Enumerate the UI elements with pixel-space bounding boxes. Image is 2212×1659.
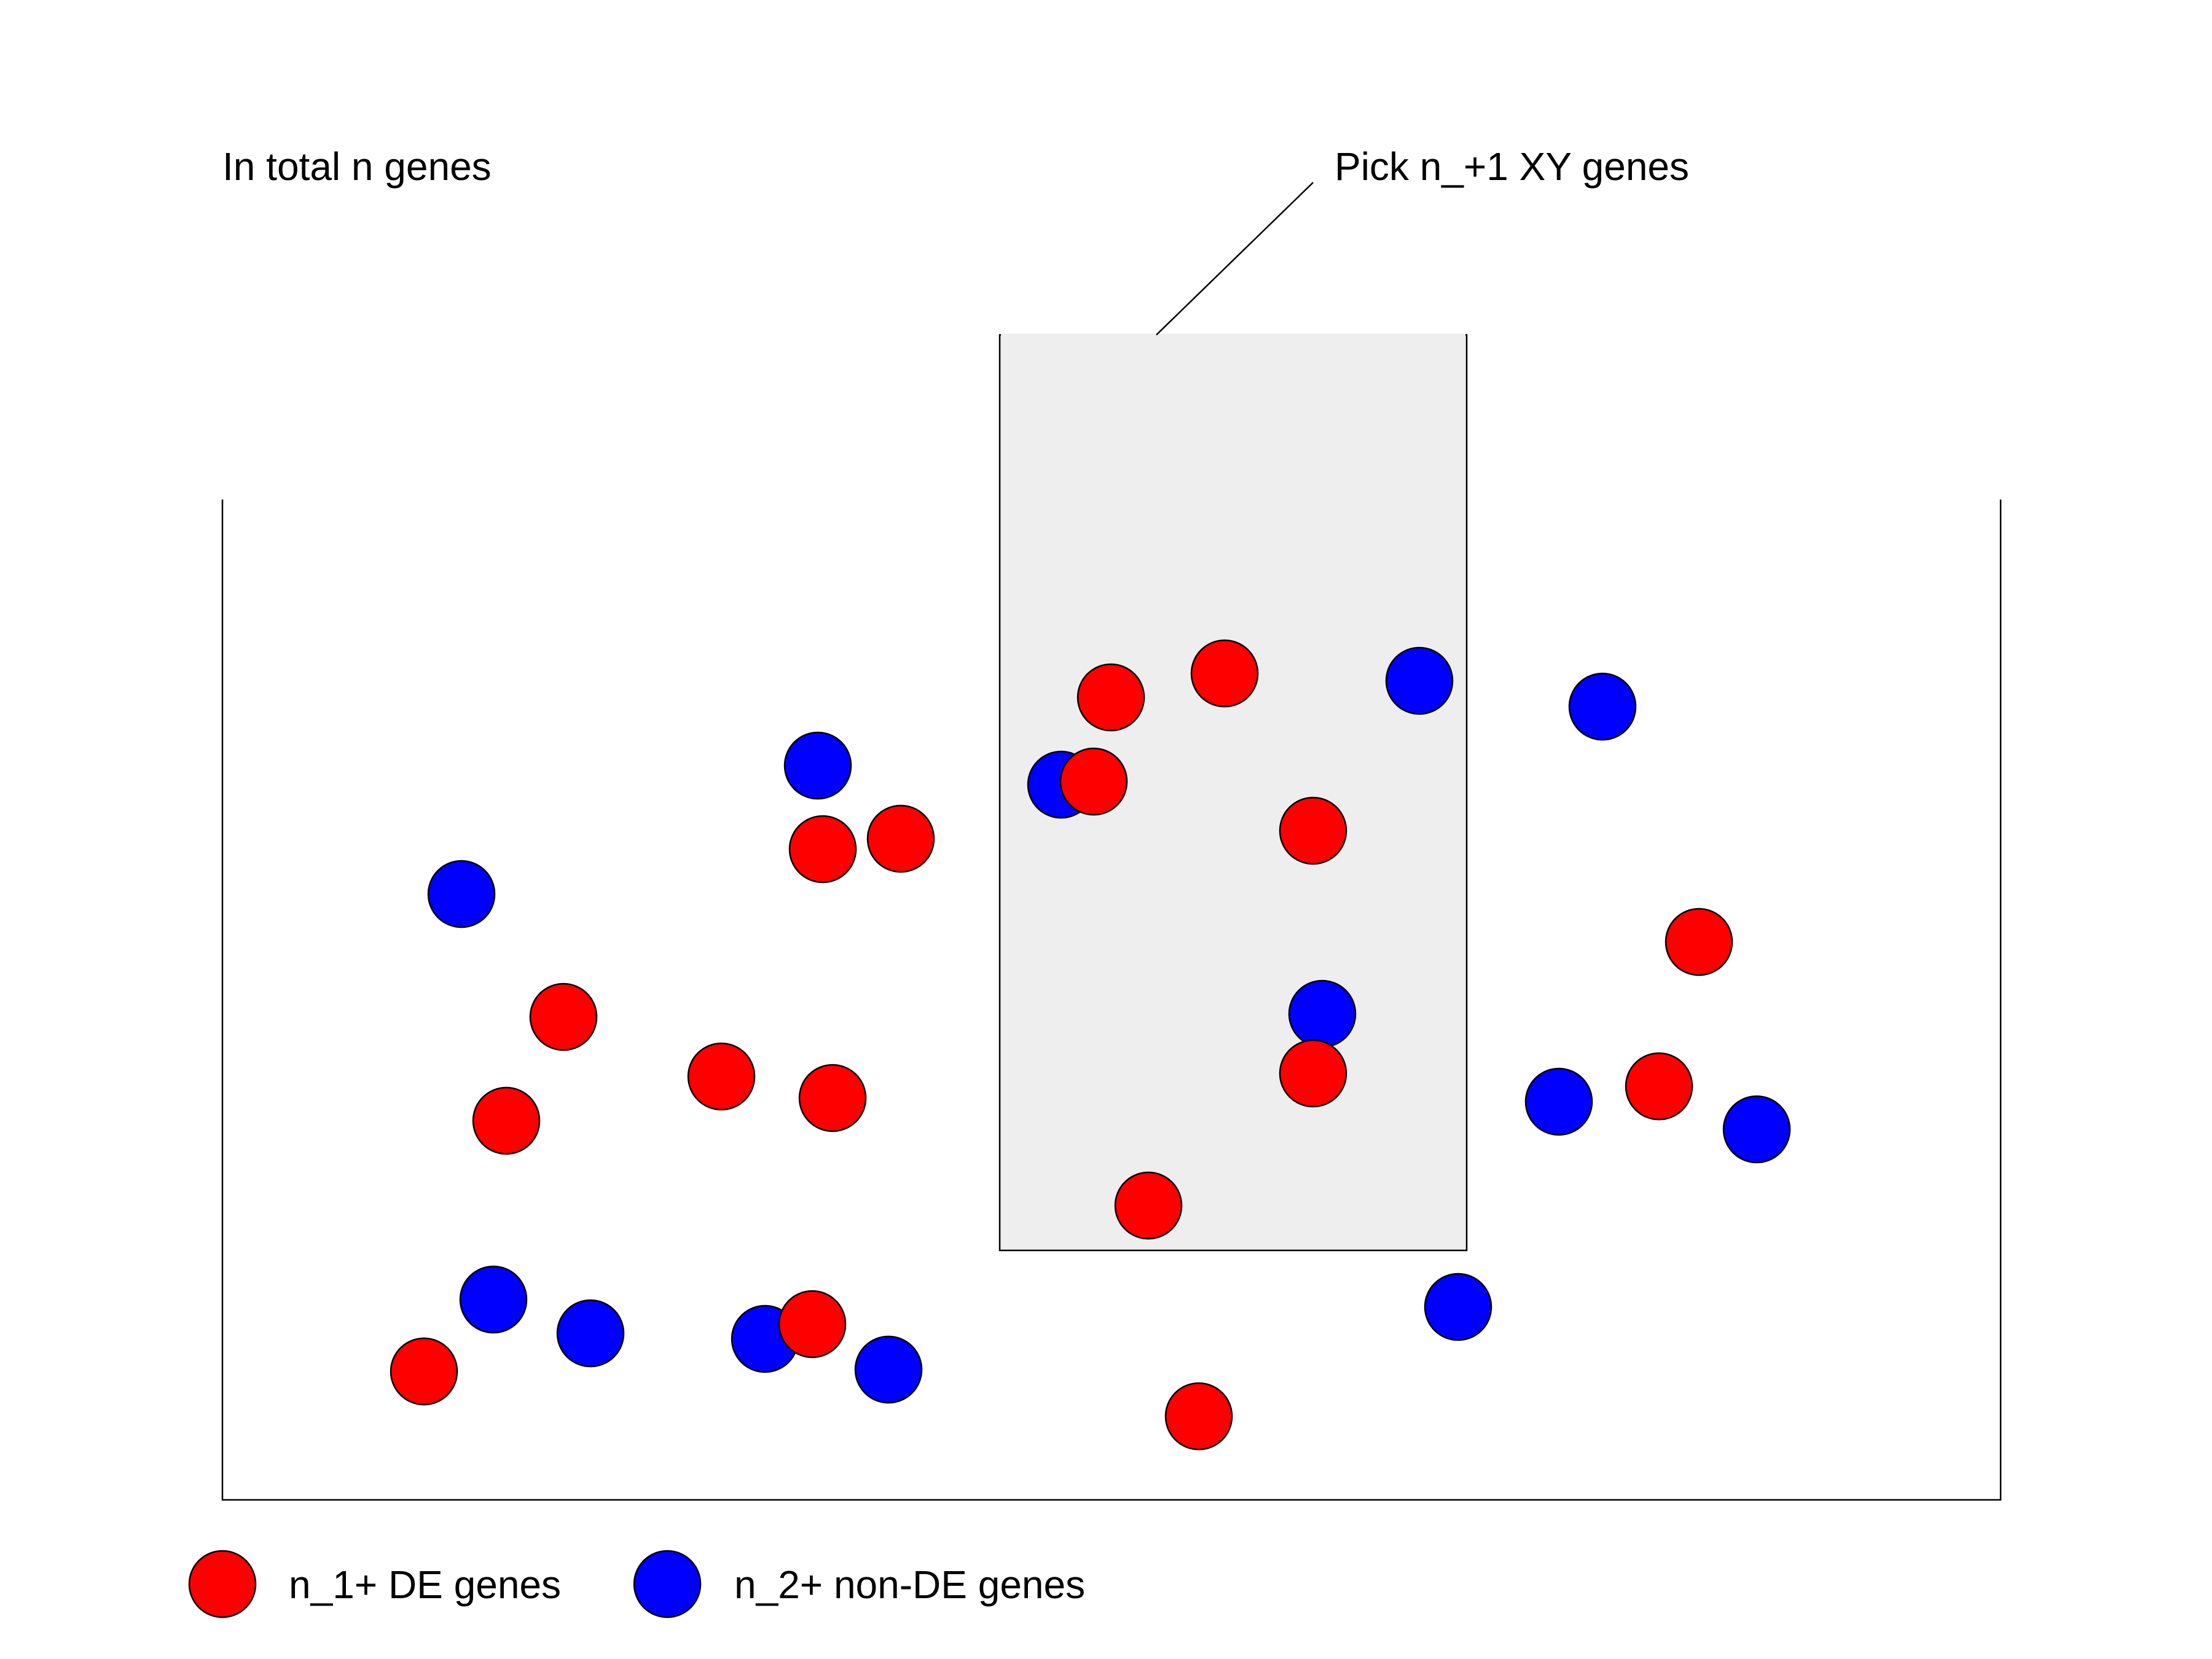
gene-dot-non-de: [1722, 1095, 1791, 1164]
gene-dot-non-de: [854, 1335, 923, 1404]
gene-dot-non-de: [1288, 979, 1357, 1048]
gene-dot-de: [866, 804, 935, 873]
gene-dot-de: [472, 1086, 541, 1155]
gene-dot-de: [529, 982, 598, 1051]
gene-dot-non-de: [556, 1299, 625, 1368]
gene-dot-de: [778, 1290, 847, 1359]
pick-genes-label: Pick n_+1 XY genes: [1335, 144, 1689, 189]
gene-dot-non-de: [1568, 672, 1637, 741]
pick-pointer-line: [1156, 182, 1314, 335]
gene-dot-de: [390, 1337, 458, 1406]
gene-dot-de: [1059, 747, 1128, 816]
gene-dot-non-de: [1385, 646, 1454, 715]
gene-dot-non-de: [459, 1265, 528, 1334]
gene-dot-de: [1279, 796, 1347, 865]
gene-dot-de: [1279, 1039, 1347, 1108]
legend-de-swatch: [188, 1550, 257, 1618]
gene-dot-non-de: [427, 860, 496, 928]
legend-non-de-label: n_2+ non-DE genes: [734, 1563, 1085, 1607]
gene-dot-non-de: [783, 731, 852, 800]
gene-pool-container: [221, 500, 2002, 1501]
legend: n_1+ DE genes n_2+ non-DE genes: [188, 1550, 1085, 1618]
legend-non-de-swatch: [633, 1550, 702, 1618]
total-genes-label: In total n genes: [222, 144, 492, 189]
gene-dots: [390, 639, 1791, 1451]
gene-dot-de: [1190, 639, 1259, 708]
gene-dot-de: [1164, 1382, 1233, 1451]
gene-dot-non-de: [1424, 1273, 1492, 1341]
gene-dot-de: [1114, 1171, 1183, 1240]
gene-dot-de: [687, 1042, 756, 1111]
gene-dot-de: [798, 1064, 867, 1132]
legend-de-label: n_1+ DE genes: [289, 1563, 561, 1607]
gene-dot-de: [1665, 908, 1733, 976]
gene-dot-non-de: [1524, 1067, 1593, 1136]
gene-dot-de: [788, 815, 857, 884]
gene-dot-de: [1625, 1052, 1693, 1121]
gene-dot-de: [1077, 663, 1145, 732]
